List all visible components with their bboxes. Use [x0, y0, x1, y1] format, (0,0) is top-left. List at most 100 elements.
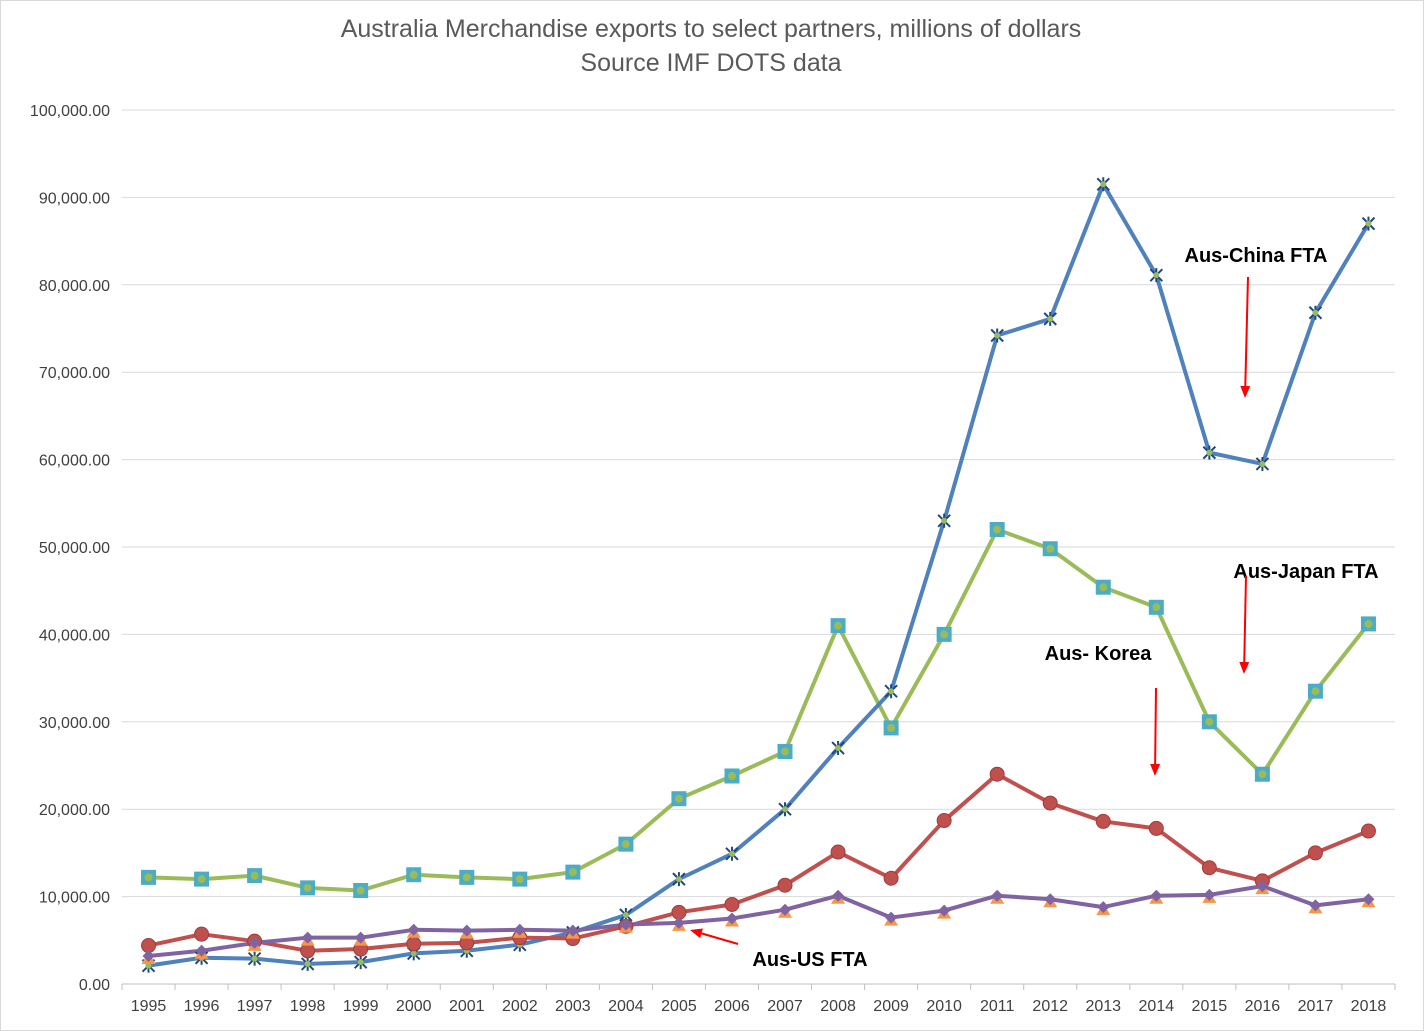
series-0 [148, 527, 1371, 893]
data-point-center [250, 871, 259, 880]
arrow-aus-korea [1150, 687, 1161, 776]
data-point-center [410, 950, 417, 957]
data-point [248, 936, 261, 949]
data-point-center [941, 517, 948, 524]
arrow-shaft [701, 932, 739, 945]
arrow-head [1150, 763, 1161, 776]
data-point [460, 924, 473, 937]
data-point-center [728, 850, 735, 857]
x-tick-label: 2014 [1139, 998, 1175, 1015]
annotations: Aus-China FTA Aus-Japan FTA Aus- Korea A… [690, 245, 1379, 971]
data-point-center [1100, 181, 1107, 188]
series-line [148, 182, 1371, 968]
x-tick-label: 2016 [1245, 998, 1281, 1015]
data-point [725, 912, 738, 925]
data-point-center [940, 630, 949, 639]
data-point-center [1312, 309, 1319, 316]
x-tick-label: 2018 [1351, 998, 1387, 1015]
data-point-center [781, 747, 790, 756]
data-point-center [1364, 619, 1373, 628]
data-point-center [727, 771, 736, 780]
x-tick-label: 2006 [714, 998, 750, 1015]
y-tick-label: 30,000.00 [39, 715, 110, 732]
data-point-center [834, 621, 843, 630]
data-point-center [675, 876, 682, 883]
annotation-aus-us-fta: Aus-US FTA [752, 949, 867, 971]
data-point [991, 889, 1004, 902]
x-tick-label: 2015 [1192, 998, 1228, 1015]
data-point [938, 904, 951, 917]
y-tick-label: 90,000.00 [39, 190, 110, 207]
x-tick-label: 2012 [1032, 998, 1068, 1015]
series-3 [148, 884, 1369, 959]
data-point [777, 877, 793, 893]
y-tick-label: 50,000.00 [39, 540, 110, 557]
data-point-center [1047, 315, 1054, 322]
arrow-head [690, 928, 703, 939]
data-point [1309, 899, 1322, 912]
x-tick-label: 1996 [184, 998, 220, 1015]
x-tick-label: 1998 [290, 998, 326, 1015]
data-point-center [888, 688, 895, 695]
data-point [300, 943, 316, 959]
data-point-center [994, 332, 1001, 339]
series-line [148, 772, 1370, 953]
series-1 [148, 182, 1371, 968]
data-point-center [1365, 220, 1372, 227]
x-tick-label: 2017 [1298, 998, 1334, 1015]
data-point [513, 923, 526, 936]
data-point-center [1258, 770, 1267, 779]
data-point [779, 903, 792, 916]
annotation-aus-korea: Aus- Korea [1045, 643, 1153, 665]
data-point-center [357, 959, 364, 966]
data-point-center [674, 794, 683, 803]
data-point-center [304, 960, 311, 967]
data-point [1148, 820, 1164, 836]
data-point [830, 844, 846, 860]
arrow-head [1240, 385, 1251, 398]
arrow-shaft [1154, 687, 1157, 765]
x-tick-label: 1999 [343, 998, 379, 1015]
data-point [194, 926, 210, 942]
data-point-center [1311, 687, 1320, 696]
y-tick-label: 0.00 [79, 977, 110, 994]
data-point [724, 896, 740, 912]
chart-title: Australia Merchandise exports to select … [341, 15, 1082, 43]
gridlines [122, 109, 1395, 898]
data-point-center [303, 883, 312, 892]
data-point [1150, 889, 1163, 902]
x-tick-label: 2004 [608, 998, 644, 1015]
x-tick-label: 2008 [820, 998, 856, 1015]
data-point-center [1259, 460, 1266, 467]
x-tick-label: 2010 [926, 998, 962, 1015]
data-point [936, 813, 952, 829]
data-point-center [1206, 449, 1213, 456]
data-point [566, 924, 579, 937]
data-point-center [1153, 272, 1160, 279]
data-point [142, 950, 155, 963]
series-line [148, 884, 1369, 959]
x-tick-label: 1995 [131, 998, 167, 1015]
data-point [883, 870, 899, 886]
chart-subtitle: Source IMF DOTS data [580, 49, 841, 77]
data-point [1362, 893, 1375, 906]
data-point-center [144, 873, 153, 882]
data-point-center [1152, 603, 1161, 612]
data-point-center [1205, 717, 1214, 726]
y-tick-label: 40,000.00 [39, 627, 110, 644]
data-point [354, 931, 367, 944]
series-line [148, 527, 1371, 893]
data-point-center [251, 955, 258, 962]
data-point [832, 889, 845, 902]
data-point [1360, 823, 1376, 839]
data-point [406, 936, 422, 952]
series-0-markers [141, 522, 1376, 898]
arrow-aus-japan-fta [1239, 575, 1250, 674]
y-tick-label: 10,000.00 [39, 890, 110, 907]
data-point [1201, 860, 1217, 876]
data-point [885, 911, 898, 924]
data-point [1097, 901, 1110, 914]
